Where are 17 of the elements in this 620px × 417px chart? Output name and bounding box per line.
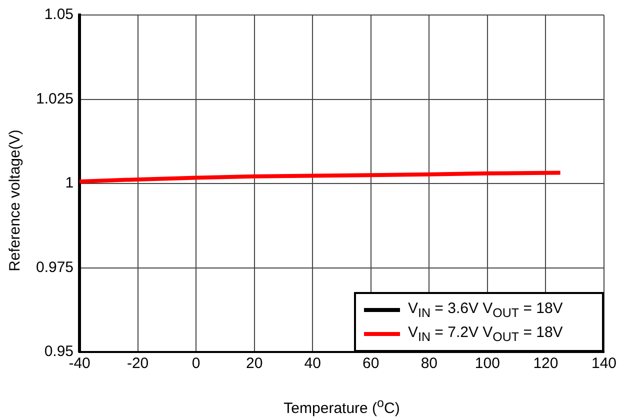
x-tick-label: -20 xyxy=(126,355,149,372)
x-axis-title: Temperature ($^{o}$C) xyxy=(282,396,401,417)
x-tick-label: 0 xyxy=(192,355,200,372)
x-tick-label: 40 xyxy=(304,355,321,372)
y-tick-label: 1.05 xyxy=(44,6,74,24)
y-tick-label: 1.025 xyxy=(36,90,74,108)
x-tick-label: 120 xyxy=(533,355,558,372)
legend-label: V$_{IN}$ = 7.2V V$_{OUT}$ = 18V xyxy=(408,324,563,344)
x-tick-label: 60 xyxy=(362,355,380,372)
legend-label: V$_{IN}$ = 3.6V V$_{OUT}$ = 18V xyxy=(408,300,563,320)
y-axis-title: Reference voltage(V) xyxy=(6,129,24,271)
y-tick-label: 0.975 xyxy=(36,258,74,276)
y-tick-label: 1 xyxy=(65,174,74,192)
x-tick-label: 140 xyxy=(591,355,617,372)
x-tick-label: 20 xyxy=(246,355,263,372)
x-tick-label: 100 xyxy=(474,355,500,372)
x-tick-label: 80 xyxy=(420,355,438,372)
